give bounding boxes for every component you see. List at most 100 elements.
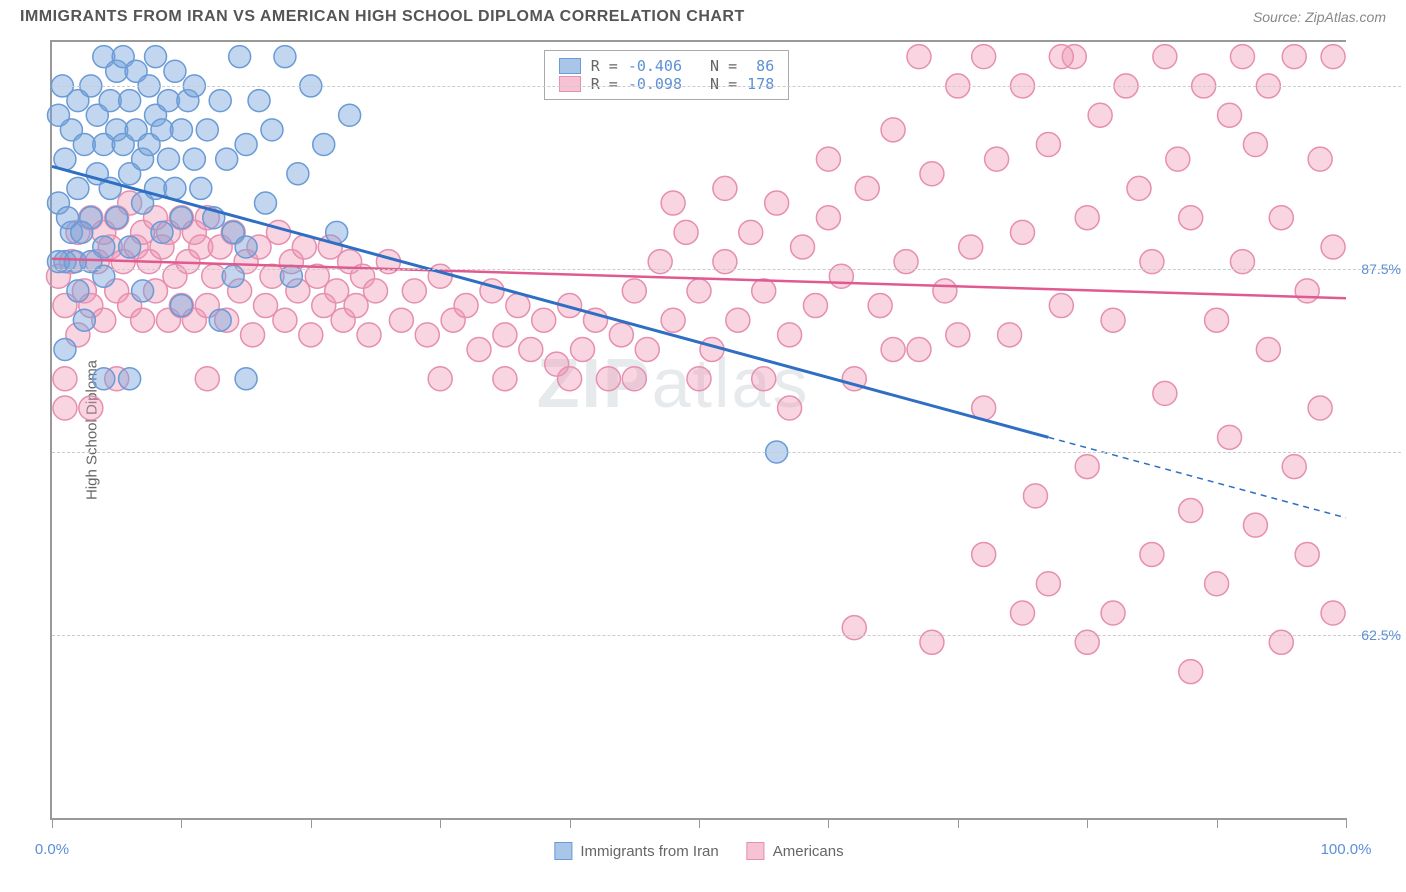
data-point — [1179, 660, 1203, 684]
data-point — [183, 148, 205, 170]
data-point — [816, 206, 840, 230]
data-point — [235, 368, 257, 390]
gridline — [52, 452, 1401, 453]
data-point — [299, 323, 323, 347]
legend-item-american: Americans — [747, 842, 844, 860]
data-point — [54, 338, 76, 360]
data-point — [1308, 147, 1332, 171]
data-point — [119, 236, 141, 258]
data-point — [1036, 132, 1060, 156]
data-point — [93, 368, 115, 390]
gridline — [52, 635, 1401, 636]
gridline — [52, 86, 1401, 87]
data-point — [739, 220, 763, 244]
data-point — [402, 279, 426, 303]
data-point — [1011, 601, 1035, 625]
legend-row-american: R = -0.098 N = 178 — [559, 75, 775, 93]
scatter-svg — [52, 42, 1346, 818]
data-point — [357, 323, 381, 347]
data-point — [855, 176, 879, 200]
x-tick — [570, 818, 571, 828]
data-point — [881, 118, 905, 142]
data-point — [235, 133, 257, 155]
data-point — [313, 133, 335, 155]
data-point — [842, 616, 866, 640]
data-point — [53, 367, 77, 391]
data-point — [428, 264, 452, 288]
data-point — [67, 280, 89, 302]
data-point — [1127, 176, 1151, 200]
data-point — [816, 147, 840, 171]
data-point — [1282, 45, 1306, 69]
data-point — [1321, 235, 1345, 259]
data-point — [1011, 220, 1035, 244]
data-point — [67, 177, 89, 199]
data-point — [985, 147, 1009, 171]
data-point — [972, 45, 996, 69]
data-point — [752, 367, 776, 391]
data-point — [1256, 337, 1280, 361]
swatch-iran — [559, 58, 581, 74]
data-point — [273, 308, 297, 332]
data-point — [119, 90, 141, 112]
correlation-legend: R = -0.406 N = 86 R = -0.098 N = 178 — [544, 50, 790, 100]
data-point — [261, 119, 283, 141]
data-point — [339, 104, 361, 126]
data-point — [1282, 455, 1306, 479]
data-point — [998, 323, 1022, 347]
data-point — [1205, 308, 1229, 332]
data-point — [920, 630, 944, 654]
data-point — [687, 279, 711, 303]
data-point — [972, 542, 996, 566]
data-point — [1321, 45, 1345, 69]
series-legend: Immigrants from Iran Americans — [554, 842, 843, 860]
data-point — [145, 46, 167, 68]
data-point — [195, 367, 219, 391]
data-point — [274, 46, 296, 68]
data-point — [190, 177, 212, 199]
data-point — [713, 176, 737, 200]
legend-item-iran: Immigrants from Iran — [554, 842, 718, 860]
x-tick — [1087, 818, 1088, 828]
data-point — [364, 279, 388, 303]
data-point — [532, 308, 556, 332]
data-point — [1179, 206, 1203, 230]
data-point — [151, 221, 173, 243]
gridline — [52, 269, 1401, 270]
data-point — [571, 337, 595, 361]
data-point — [519, 337, 543, 361]
data-point — [164, 177, 186, 199]
data-point — [106, 207, 128, 229]
data-point — [209, 90, 231, 112]
data-point — [894, 250, 918, 274]
data-point — [196, 119, 218, 141]
data-point — [1230, 45, 1254, 69]
data-point — [765, 191, 789, 215]
data-point — [1140, 542, 1164, 566]
data-point — [1075, 455, 1099, 479]
data-point — [791, 235, 815, 259]
data-point — [506, 294, 530, 318]
data-point — [752, 279, 776, 303]
source-credit: Source: ZipAtlas.com — [1253, 9, 1386, 25]
x-tick — [52, 818, 53, 828]
data-point — [1205, 572, 1229, 596]
x-tick — [1217, 818, 1218, 828]
data-point — [1049, 294, 1073, 318]
data-point — [920, 162, 944, 186]
data-point — [661, 308, 685, 332]
data-point — [266, 220, 290, 244]
data-point — [73, 309, 95, 331]
data-point — [1153, 381, 1177, 405]
data-point — [1179, 499, 1203, 523]
data-point — [1295, 279, 1319, 303]
data-point — [1075, 206, 1099, 230]
data-point — [881, 337, 905, 361]
data-point — [558, 367, 582, 391]
data-point — [493, 367, 517, 391]
data-point — [235, 236, 257, 258]
x-tick — [828, 818, 829, 828]
data-point — [1218, 425, 1242, 449]
data-point — [1075, 630, 1099, 654]
data-point — [493, 323, 517, 347]
